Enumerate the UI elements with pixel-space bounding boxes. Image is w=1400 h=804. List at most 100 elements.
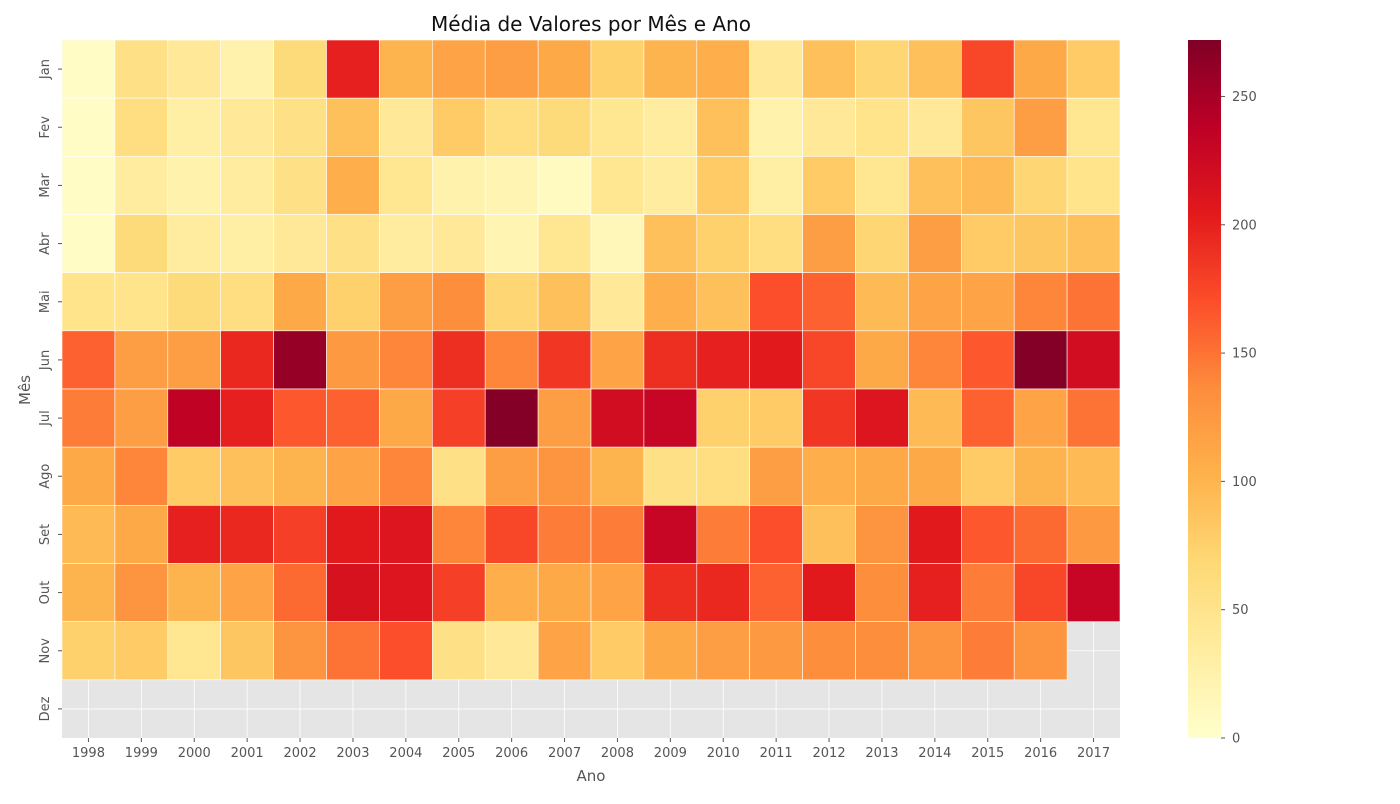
- x-tick-label: 2004: [389, 746, 422, 761]
- x-tick-label: 2013: [865, 746, 898, 761]
- heatmap-cell: [696, 330, 750, 390]
- heatmap-cell: [273, 446, 327, 506]
- heatmap-cell: [114, 39, 169, 99]
- heatmap-cell: [1013, 272, 1068, 332]
- heatmap-cell: [273, 156, 327, 215]
- heatmap-cell: [484, 39, 539, 99]
- heatmap-cell: [590, 330, 645, 390]
- heatmap-cell: [1013, 621, 1068, 681]
- heatmap-cell: [484, 621, 539, 681]
- heatmap-cell: [537, 446, 592, 506]
- y-tick-label: Ago: [38, 464, 53, 489]
- heatmap-cell: [960, 621, 1015, 681]
- y-tick-label: Jul: [38, 410, 53, 427]
- x-tick-labels: 1998 1999 2000 2001 2002 2003 2004 2005 2006 2007…: [72, 738, 1110, 761]
- heatmap-cell: [273, 39, 327, 99]
- heatmap-cell: [1013, 330, 1068, 390]
- heatmap-cell: [537, 272, 592, 332]
- heatmap-cell: [220, 563, 274, 622]
- heatmap-cell: [908, 446, 962, 506]
- heatmap-cell: [273, 388, 327, 448]
- heatmap-cell: [220, 156, 274, 215]
- heatmap-cell: [590, 39, 645, 99]
- colorbar-tick-label: 150: [1232, 347, 1257, 362]
- x-tick-label: 2000: [178, 746, 211, 761]
- heatmap-cell: [960, 388, 1015, 448]
- heatmap-cell: [643, 214, 698, 273]
- heatmap-cell: [590, 388, 645, 448]
- heatmap-cell: [114, 505, 169, 564]
- y-tick-label: Nov: [38, 638, 53, 664]
- heatmap-cell: [484, 563, 539, 622]
- colorbar-tick-label: 200: [1232, 218, 1257, 233]
- heatmap-cell: [643, 446, 698, 506]
- heatmap-cell: [220, 214, 274, 273]
- heatmap-cell: [908, 39, 962, 99]
- heatmap-cell: [484, 388, 539, 448]
- heatmap-cell: [379, 446, 433, 506]
- heatmap-cell: [273, 505, 327, 564]
- heatmap-cell: [167, 505, 222, 564]
- heatmap-cell: [61, 388, 116, 448]
- heatmap-cell: [643, 272, 698, 332]
- colorbar-tick-label: 0: [1232, 732, 1240, 747]
- colorbar-tick-label: 50: [1232, 603, 1249, 618]
- heatmap-cell: [114, 156, 169, 215]
- heatmap-cell: [590, 505, 645, 564]
- chart-title: Média de Valores por Mês e Ano: [431, 12, 751, 36]
- heatmap-cell: [61, 505, 116, 564]
- heatmap-cell: [484, 97, 539, 157]
- heatmap-cell: [1013, 156, 1068, 215]
- heatmap-cell: [855, 272, 909, 332]
- heatmap-cell: [273, 214, 327, 273]
- heatmap-cell: [537, 621, 592, 681]
- heatmap-cell: [273, 563, 327, 622]
- heatmap-cell: [802, 563, 856, 622]
- heatmap-cell: [537, 505, 592, 564]
- colorbar-tick-label: 100: [1232, 475, 1257, 490]
- heatmap-cell: [590, 214, 645, 273]
- heatmap-cell: [749, 97, 803, 157]
- heatmap-cell: [326, 388, 380, 448]
- y-tick-label: Fev: [38, 116, 53, 139]
- heatmap-cell: [696, 505, 750, 564]
- heatmap-cell: [855, 214, 909, 273]
- heatmap-cell: [908, 214, 962, 273]
- heatmap-cell: [590, 97, 645, 157]
- heatmap-cell: [114, 446, 169, 506]
- heatmap-cell: [326, 563, 380, 622]
- x-tick-label: 2005: [442, 746, 475, 761]
- x-tick-label: 2006: [495, 746, 528, 761]
- heatmap-cell: [273, 330, 327, 390]
- x-tick-label: 2011: [760, 746, 793, 761]
- x-tick-label: 2001: [231, 746, 264, 761]
- heatmap-cell: [379, 621, 433, 681]
- heatmap-cell: [379, 97, 433, 157]
- heatmap-cell: [431, 39, 486, 99]
- heatmap-cell: [749, 330, 803, 390]
- heatmap-cell: [855, 97, 909, 157]
- heatmap-cell: [802, 330, 856, 390]
- heatmap-cell: [379, 505, 433, 564]
- heatmap-cell: [590, 156, 645, 215]
- heatmap-cell: [696, 214, 750, 273]
- y-tick-label: Mai: [38, 290, 53, 313]
- heatmap-cell: [643, 563, 698, 622]
- heatmap-cell: [696, 39, 750, 99]
- heatmap-cell: [61, 330, 116, 390]
- heatmap-cell: [749, 214, 803, 273]
- heatmap-cell: [537, 214, 592, 273]
- heatmap-cell: [960, 272, 1015, 332]
- heatmap-cell: [379, 388, 433, 448]
- heatmap-cell: [1066, 272, 1121, 332]
- heatmap-cell: [167, 563, 222, 622]
- heatmap-cell: [1013, 446, 1068, 506]
- x-tick-label: 2003: [336, 746, 369, 761]
- heatmap-cell: [590, 446, 645, 506]
- heatmap-cell: [908, 388, 962, 448]
- heatmap-cell: [379, 272, 433, 332]
- heatmap-cell: [643, 97, 698, 157]
- heatmap-cell: [326, 621, 380, 681]
